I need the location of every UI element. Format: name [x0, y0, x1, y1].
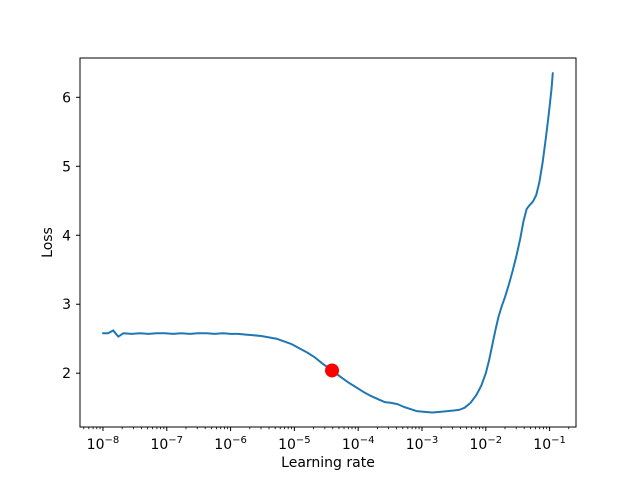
x-tick-label: 10−1	[533, 435, 566, 453]
x-axis: 10−8 10−7 10−6 10−5 10−4 10−3 10−2 10−1	[83, 427, 570, 453]
x-tick-label: 10−4	[342, 435, 375, 453]
y-axis-label: Loss	[40, 227, 56, 258]
axes-spines	[79, 57, 577, 428]
loss-curve	[101, 72, 554, 414]
x-axis-label: Learning rate	[281, 455, 375, 471]
plot-area	[101, 72, 554, 414]
y-tick-label: 4	[62, 228, 71, 244]
plot-frame	[79, 57, 577, 428]
y-tick-label: 6	[62, 90, 71, 106]
suggested-lr-marker	[325, 363, 340, 378]
y-tick-label: 5	[62, 159, 71, 175]
x-tick-label: 10−5	[278, 435, 311, 453]
y-tick-label: 3	[62, 297, 71, 313]
y-axis: 2 3 4 5 6	[62, 90, 80, 382]
x-tick-label: 10−3	[406, 435, 439, 453]
x-tick-label: 10−8	[87, 435, 120, 453]
x-tick-label: 10−2	[469, 435, 502, 453]
x-tick-label: 10−6	[214, 435, 247, 453]
x-tick-label: 10−7	[150, 435, 183, 453]
y-tick-label: 2	[62, 366, 71, 382]
